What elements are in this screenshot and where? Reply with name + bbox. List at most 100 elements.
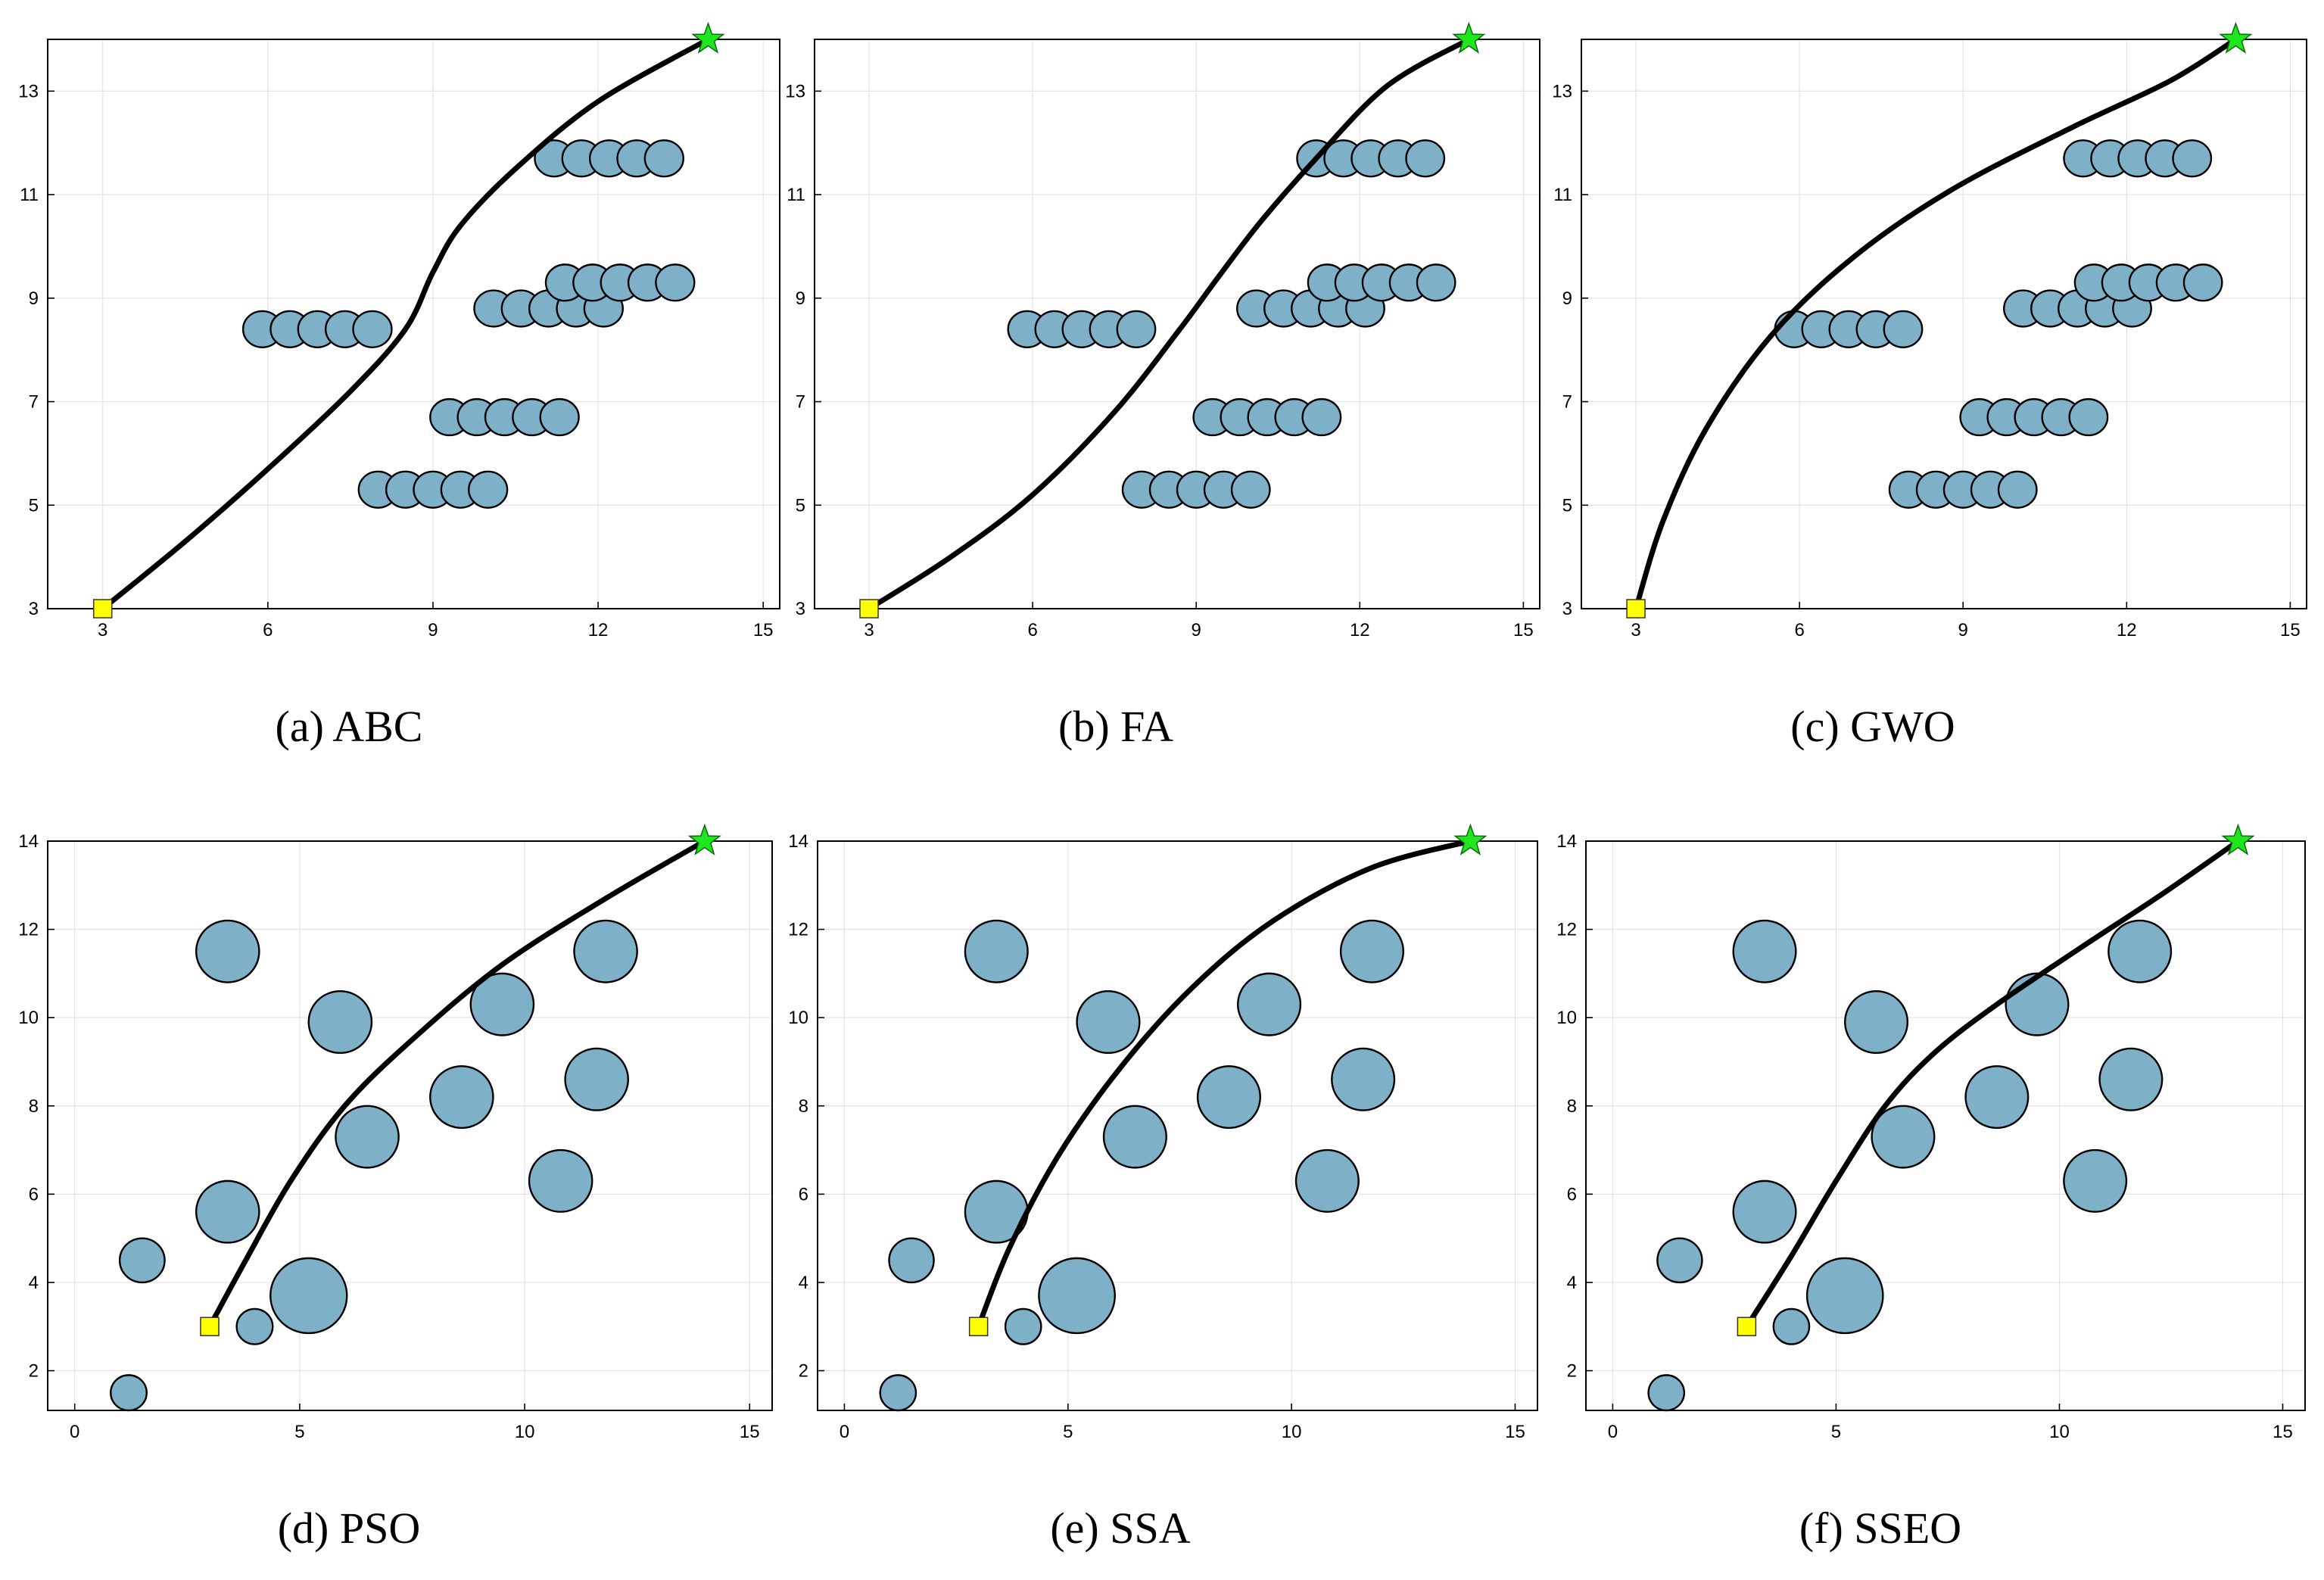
- x-tick-label: 12: [2117, 620, 2137, 640]
- goal-marker: [1453, 823, 1488, 855]
- x-tick-label: 5: [1831, 1422, 1841, 1442]
- obstacle: [269, 1257, 348, 1335]
- obstacle: [1004, 1307, 1042, 1345]
- obstacle: [2068, 397, 2109, 437]
- obstacle: [964, 919, 1029, 983]
- x-tick-label: 10: [515, 1422, 535, 1442]
- obstacle: [352, 310, 393, 348]
- x-tick-label: 15: [1513, 620, 1534, 640]
- goal-marker: [691, 21, 725, 54]
- panel-caption: (c) GWO: [1790, 702, 1955, 751]
- y-tick-label: 11: [787, 185, 805, 205]
- obstacle: [2098, 1047, 2164, 1111]
- obstacle: [1196, 1065, 1261, 1130]
- obstacle: [1772, 1307, 1811, 1345]
- path-line: [100, 36, 711, 612]
- y-tick-label: 8: [799, 1096, 808, 1117]
- y-tick-label: 7: [1562, 392, 1572, 413]
- obstacle: [655, 263, 696, 302]
- obstacle: [2107, 919, 2173, 983]
- x-tick-label: 9: [1192, 620, 1201, 640]
- x-tick-label: 6: [1027, 620, 1037, 640]
- y-tick-label: 10: [18, 1008, 39, 1028]
- obstacle: [1301, 397, 1342, 437]
- obstacle: [564, 1047, 629, 1111]
- obstacle: [573, 919, 638, 983]
- y-tick-label: 7: [796, 392, 805, 413]
- panel-caption: (e) SSA: [1050, 1504, 1190, 1553]
- obstacle: [429, 1065, 494, 1130]
- start-marker: [200, 1317, 220, 1336]
- x-tick-label: 3: [864, 620, 874, 640]
- panel-caption: (f) SSEO: [1799, 1504, 1961, 1553]
- obstacle: [528, 1148, 593, 1213]
- y-tick-label: 10: [788, 1008, 808, 1028]
- chart-panel-3: 3 6 9 12 15 3 5 7 9 11 13 (c) GWO: [1552, 21, 2307, 751]
- obstacle: [1230, 470, 1271, 509]
- obstacle: [1883, 310, 1924, 348]
- plot-area: [815, 39, 1540, 609]
- x-tick-label: 15: [2280, 620, 2301, 640]
- y-tick-label: 3: [1562, 599, 1572, 619]
- y-tick-label: 13: [1552, 81, 1572, 101]
- plot-area: [48, 39, 780, 609]
- obstacle: [2005, 972, 2070, 1036]
- y-tick-label: 4: [1567, 1273, 1577, 1293]
- x-tick-label: 12: [1350, 620, 1370, 640]
- path-line: [976, 838, 1473, 1329]
- x-tick-label: 15: [2273, 1422, 2293, 1442]
- x-tick-label: 12: [588, 620, 609, 640]
- obstacle: [1805, 1257, 1884, 1335]
- x-tick-label: 3: [98, 620, 107, 640]
- y-tick-label: 11: [20, 185, 39, 205]
- path-line: [866, 36, 1472, 612]
- y-tick-label: 13: [785, 81, 805, 101]
- obstacle: [469, 972, 535, 1036]
- obstacle: [1339, 919, 1404, 983]
- y-tick-label: 12: [788, 920, 808, 940]
- obstacle: [1871, 1105, 1936, 1169]
- obstacle: [1405, 139, 1446, 178]
- panel-caption: (b) FA: [1058, 702, 1173, 751]
- x-tick-label: 15: [753, 620, 774, 640]
- obstacle: [2172, 139, 2213, 178]
- axes-frame: [47, 840, 773, 1411]
- chart-panel-6: 0 5 10 15 2 4 6 8 10 12 14 (f) SSEO: [1556, 823, 2306, 1553]
- obstacle: [643, 139, 684, 178]
- path-line: [1633, 36, 2238, 612]
- obstacle: [1416, 263, 1456, 302]
- y-tick-label: 13: [18, 81, 39, 101]
- chart-panel-4: 0 5 10 15 2 4 6 8 10 12 14 (d) PSO: [18, 823, 773, 1553]
- y-tick-label: 10: [1556, 1008, 1577, 1028]
- path-line: [1743, 838, 2241, 1329]
- start-marker: [968, 1317, 989, 1336]
- obstacle: [1732, 1180, 1797, 1244]
- y-tick-label: 3: [796, 599, 805, 619]
- goal-marker: [1452, 21, 1486, 54]
- obstacle: [1116, 310, 1157, 348]
- x-tick-label: 10: [1282, 1422, 1302, 1442]
- goal-marker: [687, 823, 721, 855]
- y-tick-label: 11: [1553, 185, 1572, 205]
- x-tick-label: 5: [294, 1422, 304, 1442]
- obstacle: [2182, 263, 2223, 302]
- x-tick-label: 9: [428, 620, 438, 640]
- obstacle: [1076, 990, 1141, 1055]
- obstacle: [110, 1374, 148, 1412]
- y-tick-label: 5: [796, 495, 805, 516]
- y-tick-label: 5: [1562, 495, 1572, 516]
- y-tick-label: 9: [29, 288, 39, 309]
- x-tick-label: 0: [70, 1422, 79, 1442]
- y-tick-label: 7: [29, 392, 39, 413]
- x-tick-label: 6: [263, 620, 273, 640]
- y-tick-label: 9: [796, 288, 805, 309]
- y-tick-label: 5: [29, 495, 39, 516]
- start-marker: [92, 599, 113, 619]
- y-tick-label: 6: [799, 1184, 808, 1204]
- obstacle: [118, 1237, 166, 1284]
- obstacle: [1964, 1065, 2030, 1130]
- obstacle: [1331, 1047, 1396, 1111]
- path-line: [207, 838, 708, 1329]
- y-tick-label: 2: [1567, 1361, 1577, 1382]
